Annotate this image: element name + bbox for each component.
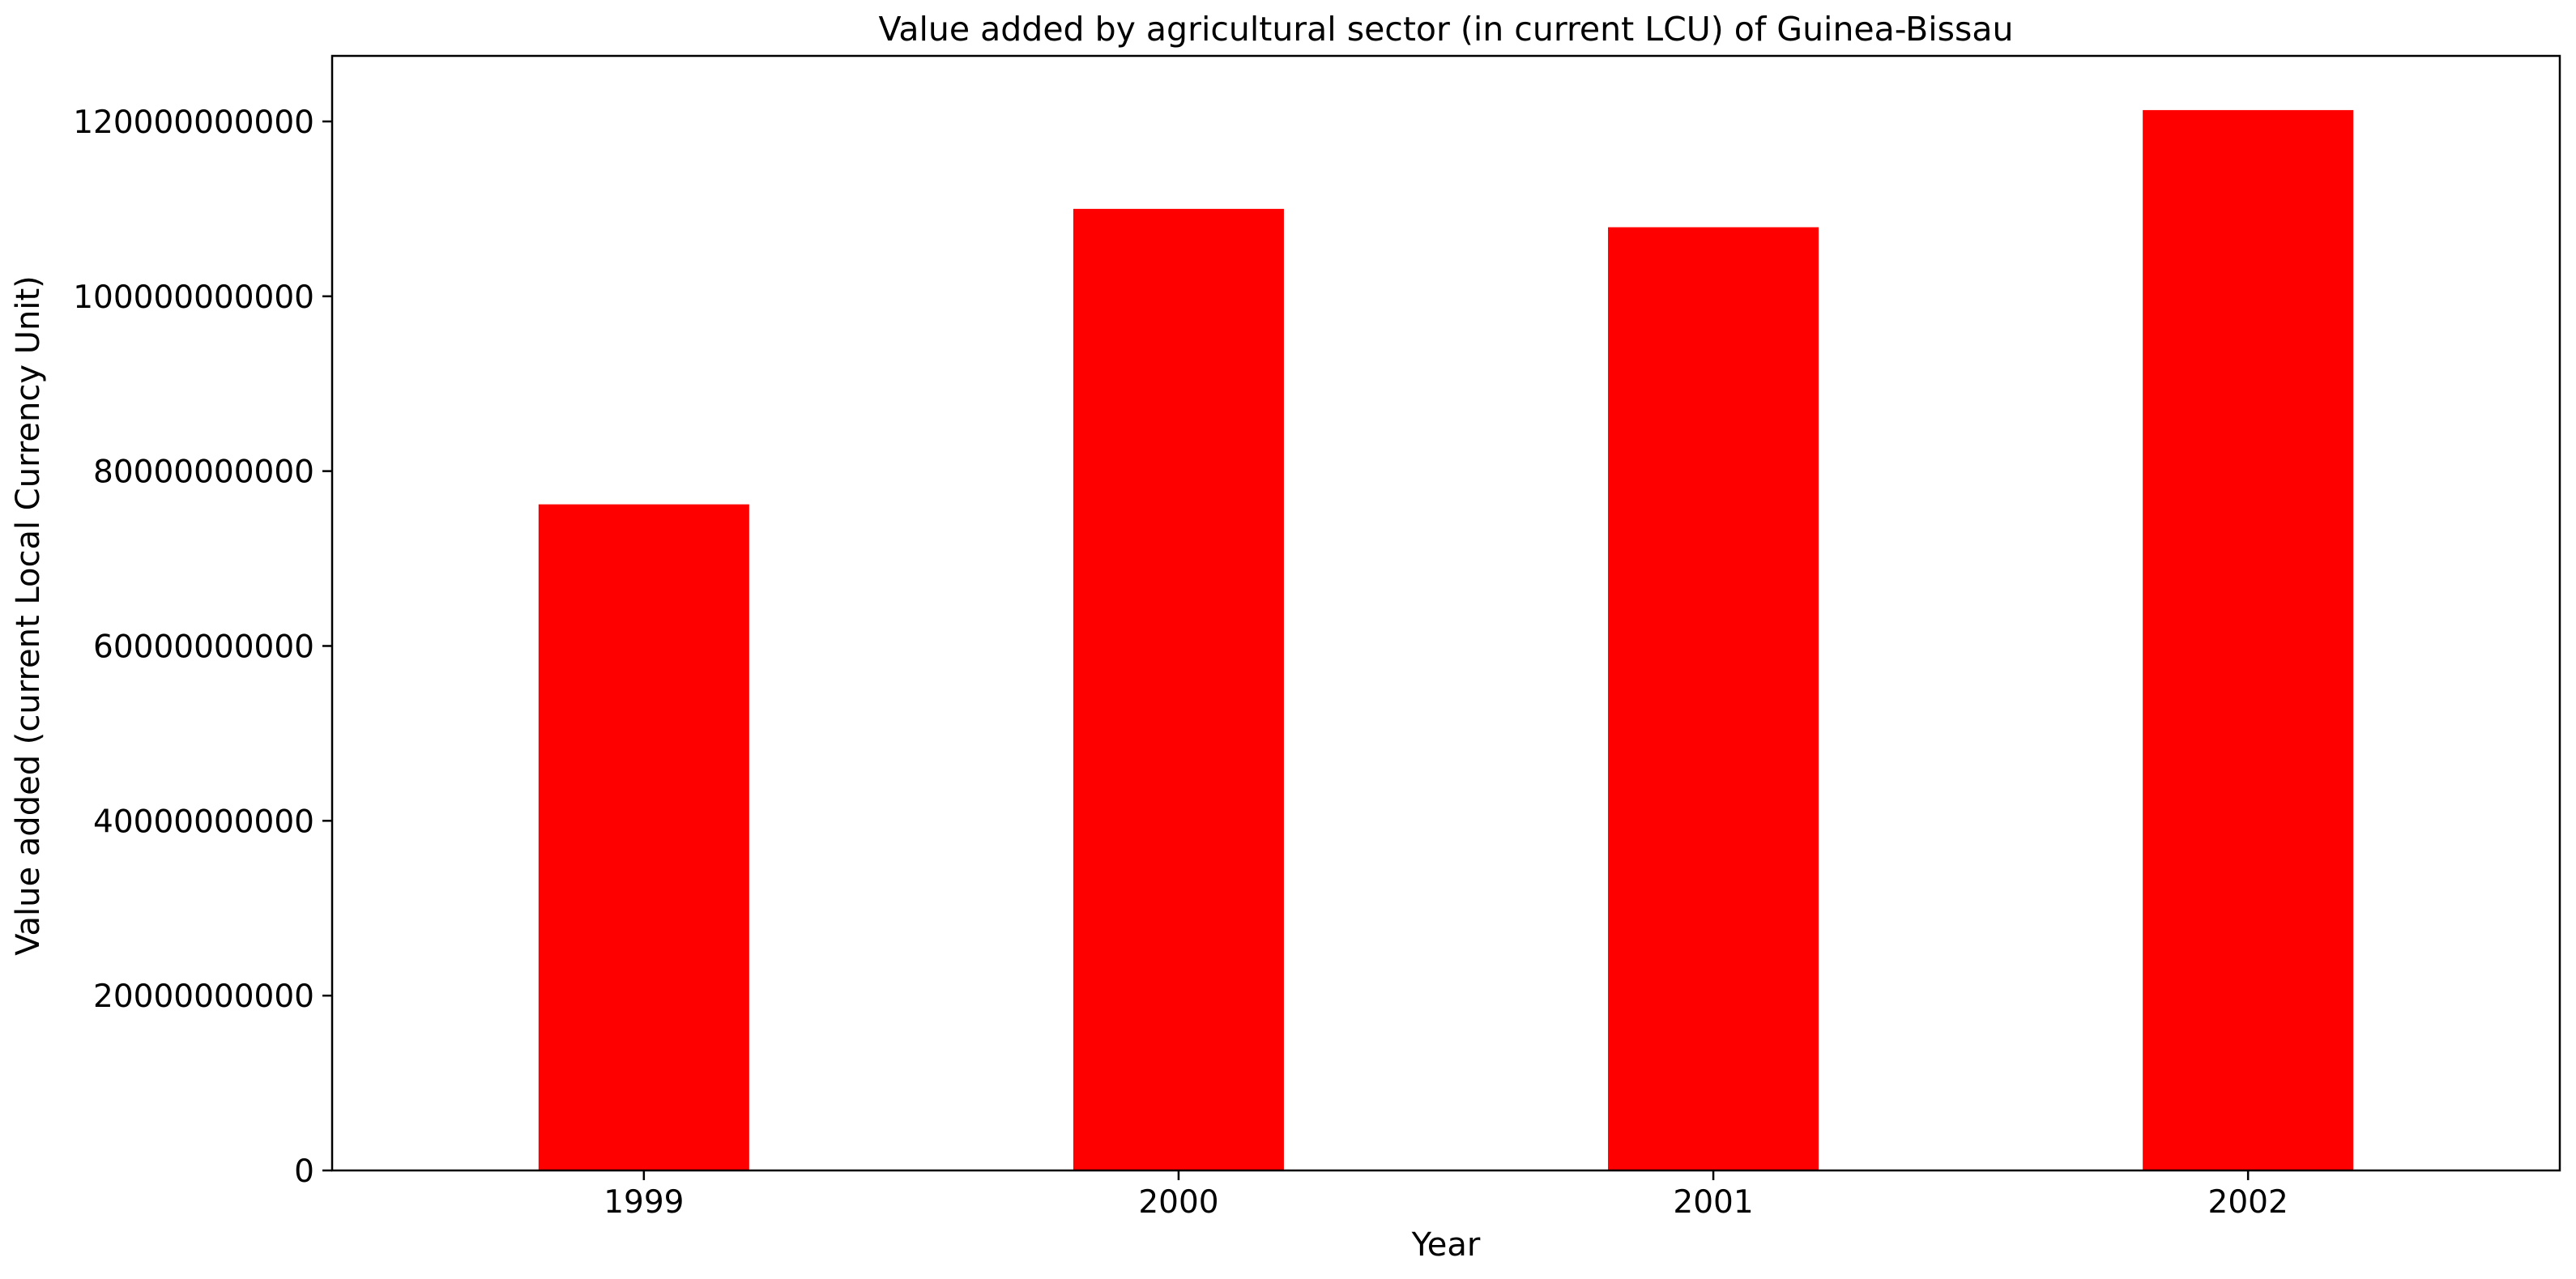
chart-title: Value added by agricultural sector (in c… — [879, 10, 2014, 49]
x-tick-label: 2000 — [1138, 1184, 1218, 1221]
y-tick-label: 120000000000 — [73, 104, 314, 141]
x-tick-label: 1999 — [603, 1184, 684, 1221]
bar-2002 — [2143, 109, 2354, 1170]
plot-area — [331, 54, 2561, 1172]
bar-1999 — [538, 504, 749, 1170]
x-tick-label: 2002 — [2208, 1184, 2288, 1221]
x-axis: 1999 2000 2001 2002 — [603, 1170, 2288, 1221]
x-axis-title: Year — [1411, 1226, 1481, 1264]
bar-2001 — [1608, 227, 1819, 1171]
x-tick-label: 2001 — [1673, 1184, 1753, 1221]
y-axis: 0 20000000000 40000000000 60000000000 800000… — [73, 104, 332, 1190]
bar-2000 — [1073, 208, 1284, 1170]
y-tick-label: 60000000000 — [93, 629, 314, 665]
bars-group — [538, 109, 2354, 1171]
y-tick-label: 80000000000 — [93, 454, 314, 491]
y-tick-label: 20000000000 — [93, 978, 314, 1015]
y-tick-label: 0 — [294, 1153, 314, 1190]
y-tick-label: 100000000000 — [73, 279, 314, 316]
y-tick-label: 40000000000 — [93, 804, 314, 840]
y-axis-title: Value added (current Local Currency Unit… — [10, 275, 47, 956]
plot-frame — [331, 54, 2561, 1172]
